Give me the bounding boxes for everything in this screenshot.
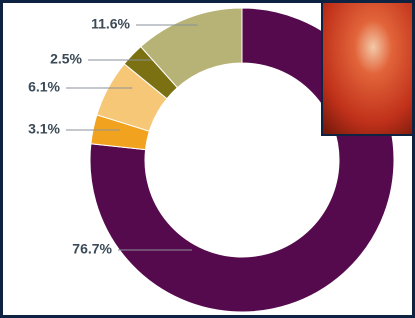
data-label: 6.1% <box>28 79 60 95</box>
data-label: 76.7% <box>72 241 112 257</box>
photo <box>322 0 415 135</box>
data-label: 2.5% <box>50 51 82 67</box>
data-label: 3.1% <box>28 121 60 137</box>
chart: 76.7% 3.1% 6.1% 2.5% 11.6% <box>0 0 415 318</box>
data-label: 11.6% <box>91 16 130 32</box>
